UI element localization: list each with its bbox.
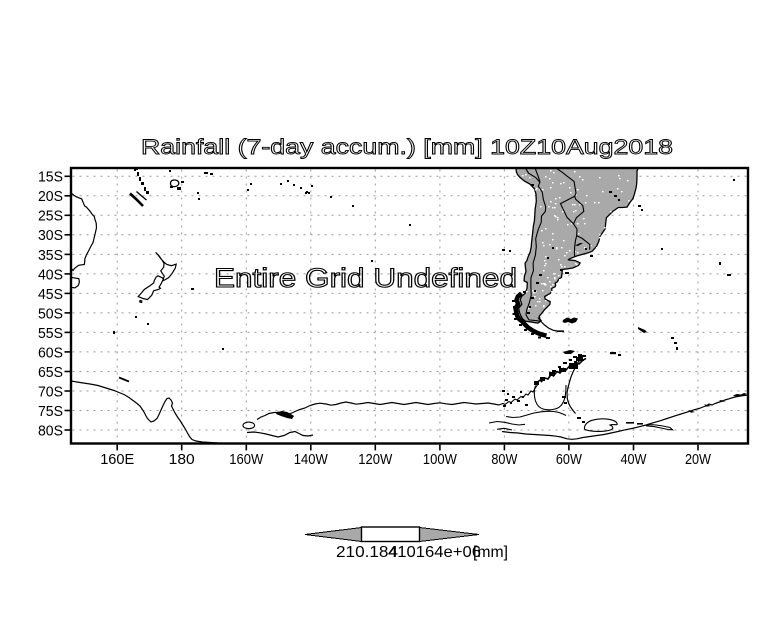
svg-text:140W: 140W xyxy=(294,451,329,468)
svg-text:[mm]: [mm] xyxy=(473,544,508,561)
svg-text:Rainfall (7-day accum.) [mm] 1: Rainfall (7-day accum.) [mm] 10Z10Aug201… xyxy=(141,136,673,159)
svg-text:75S: 75S xyxy=(38,403,63,420)
svg-text:100W: 100W xyxy=(423,451,458,468)
svg-text:410164e+06: 410164e+06 xyxy=(388,544,481,561)
svg-text:60W: 60W xyxy=(556,451,583,468)
svg-text:70S: 70S xyxy=(38,383,63,400)
svg-text:20S: 20S xyxy=(38,188,63,205)
svg-text:50S: 50S xyxy=(38,305,63,322)
svg-text:65S: 65S xyxy=(38,364,63,381)
svg-text:210.184: 210.184 xyxy=(336,544,398,561)
svg-text:35S: 35S xyxy=(38,247,63,264)
svg-text:80S: 80S xyxy=(38,422,63,439)
svg-text:160W: 160W xyxy=(229,451,264,468)
svg-text:60S: 60S xyxy=(38,344,63,361)
svg-text:120W: 120W xyxy=(358,451,393,468)
svg-text:160E: 160E xyxy=(100,451,134,468)
svg-text:55S: 55S xyxy=(38,325,63,342)
svg-text:25S: 25S xyxy=(38,208,63,225)
svg-text:80W: 80W xyxy=(491,451,518,468)
svg-text:Entire Grid Undefined: Entire Grid Undefined xyxy=(214,263,517,293)
svg-text:30S: 30S xyxy=(38,227,63,244)
svg-text:15S: 15S xyxy=(38,169,63,186)
svg-text:180: 180 xyxy=(169,451,195,468)
svg-text:45S: 45S xyxy=(38,286,63,303)
svg-text:20W: 20W xyxy=(685,451,712,468)
svg-text:40W: 40W xyxy=(621,451,648,468)
svg-text:40S: 40S xyxy=(38,266,63,283)
